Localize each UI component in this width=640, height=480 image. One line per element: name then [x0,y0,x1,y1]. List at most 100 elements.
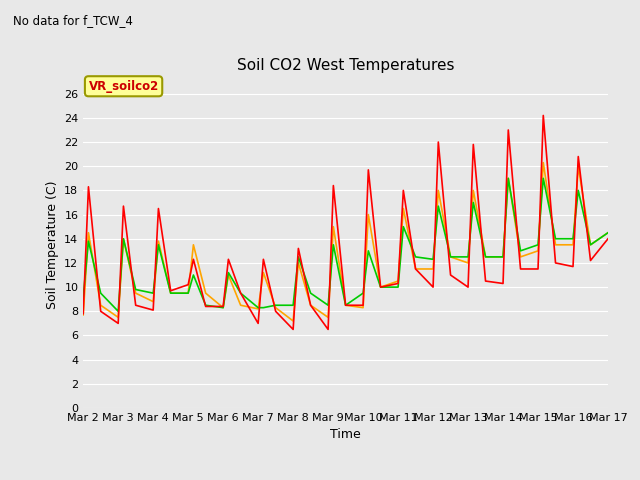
TCW_2 [260,270,268,276]
TCW_2 [167,290,175,296]
TCW_2 [470,188,477,193]
TCW_3 [155,242,163,248]
TCW_1 [184,282,192,288]
TCW_1 [482,278,490,284]
TCW_1 [84,184,92,190]
TCW_1 [225,256,232,262]
TCW_3 [260,305,268,311]
TCW_1 [447,272,454,278]
Y-axis label: Soil Temperature (C): Soil Temperature (C) [45,180,58,309]
TCW_3 [604,230,612,236]
TCW_3 [399,224,407,229]
TCW_2 [149,299,157,304]
TCW_1 [342,302,349,308]
TCW_3 [289,302,297,308]
Text: VR_soilco2: VR_soilco2 [88,80,159,93]
TCW_3 [435,203,442,209]
TCW_1 [569,264,577,269]
TCW_1 [79,311,87,317]
TCW_3 [220,305,227,311]
TCW_1 [540,113,547,119]
TCW_1 [399,188,407,193]
TCW_2 [365,212,372,217]
TCW_1 [499,281,507,287]
TCW_3 [516,248,524,254]
TCW_2 [254,306,262,312]
TCW_2 [237,302,244,308]
Title: Soil CO2 West Temperatures: Soil CO2 West Temperatures [237,59,454,73]
TCW_2 [324,314,332,320]
TCW_3 [189,272,197,278]
TCW_1 [260,256,268,262]
TCW_3 [120,236,127,241]
TCW_3 [504,175,512,181]
Legend: TCW_1, TCW_2, TCW_3: TCW_1, TCW_2, TCW_3 [196,477,495,480]
Text: No data for f_TCW_4: No data for f_TCW_4 [13,14,132,27]
TCW_1 [359,302,367,308]
TCW_3 [429,256,437,262]
TCW_3 [237,290,244,296]
TCW_2 [294,260,302,266]
TCW_3 [115,309,122,314]
TCW_1 [435,139,442,145]
TCW_3 [470,200,477,205]
TCW_3 [412,254,419,260]
TCW_2 [499,254,507,260]
TCW_1 [470,142,477,147]
TCW_2 [220,305,227,311]
TCW_2 [435,188,442,193]
TCW_1 [307,302,314,308]
TCW_1 [587,258,595,264]
TCW_2 [516,254,524,260]
TCW_1 [155,205,163,211]
TCW_1 [330,183,337,189]
TCW_3 [587,242,595,248]
TCW_2 [394,278,402,284]
TCW_2 [289,318,297,324]
TCW_1 [120,203,127,209]
TCW_2 [79,312,87,318]
TCW_3 [569,236,577,241]
TCW_1 [552,260,559,266]
TCW_1 [429,284,437,290]
TCW_3 [84,238,92,244]
TCW_1 [294,246,302,252]
TCW_3 [272,302,280,308]
TCW_3 [225,270,232,276]
TCW_2 [342,302,349,308]
TCW_1 [394,281,402,287]
TCW_1 [289,326,297,332]
TCW_1 [97,309,104,314]
TCW_3 [307,290,314,296]
TCW_3 [184,290,192,296]
TCW_3 [534,242,542,248]
TCW_2 [184,290,192,296]
X-axis label: Time: Time [330,429,361,442]
TCW_2 [552,242,559,248]
Line: TCW_3: TCW_3 [83,178,608,312]
TCW_1 [167,288,175,294]
TCW_2 [412,266,419,272]
TCW_2 [189,242,197,248]
TCW_2 [97,302,104,308]
TCW_1 [254,321,262,326]
TCW_2 [504,175,512,181]
TCW_2 [84,230,92,236]
TCW_2 [482,254,490,260]
TCW_3 [552,236,559,241]
TCW_2 [155,238,163,244]
TCW_2 [272,305,280,311]
TCW_2 [429,266,437,272]
Line: TCW_2: TCW_2 [83,163,608,321]
TCW_3 [482,254,490,260]
TCW_1 [534,266,542,272]
TCW_1 [377,284,385,290]
TCW_2 [115,314,122,320]
TCW_1 [237,290,244,296]
TCW_2 [399,205,407,211]
TCW_3 [149,290,157,296]
TCW_1 [575,154,582,159]
TCW_2 [587,242,595,248]
TCW_3 [394,284,402,290]
TCW_2 [575,163,582,169]
